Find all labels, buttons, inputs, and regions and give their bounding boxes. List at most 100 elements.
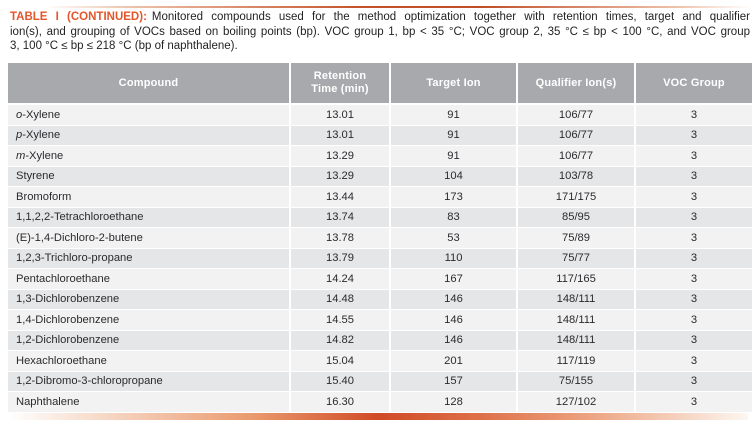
cell-voc-group: 3 (635, 125, 752, 146)
compound-name: Naphthalene (16, 395, 80, 408)
cell-qualifier-ions: 106/77 (517, 145, 636, 167)
cell-voc-group: 3 (635, 350, 752, 372)
table-row: 1,2-Dibromo-3-chloropropane 15.40 157 75… (8, 371, 752, 392)
cell-retention-time: 14.55 (290, 309, 391, 331)
compound-name: 1,3-Dichlorobenzene (16, 293, 120, 306)
cell-retention-time: 13.74 (290, 207, 391, 228)
cell-voc-group: 3 (635, 248, 752, 269)
cell-voc-group: 3 (635, 309, 752, 331)
cell-compound: 1,2-Dichlorobenzene (8, 330, 291, 351)
cell-retention-time: 13.29 (290, 166, 391, 187)
cell-compound: 1,3-Dichlorobenzene (8, 289, 291, 310)
cell-qualifier-ions: 148/111 (517, 289, 636, 310)
cell-compound: p-Xylene (8, 125, 291, 146)
table-row: 1,1,2,2-Tetrachloroethane 13.74 83 85/95… (8, 207, 752, 228)
cell-compound: m-Xylene (8, 145, 291, 167)
cell-voc-group: 3 (635, 289, 752, 310)
cell-voc-group: 3 (635, 268, 752, 290)
caption-line-1: TABLE I (CONTINUED): Monitored compounds … (10, 10, 750, 25)
cell-voc-group: 3 (635, 207, 752, 228)
cell-retention-time: 13.01 (290, 125, 391, 146)
table-row: 1,2,3-Trichloro-propane 13.79 110 75/77 … (8, 248, 752, 269)
table-row: m-Xylene 13.29 91 106/77 3 (8, 145, 752, 167)
cell-retention-time: 14.82 (290, 330, 391, 351)
cell-qualifier-ions: 75/77 (517, 248, 636, 269)
cell-qualifier-ions: 75/155 (517, 371, 636, 392)
compound-italic-prefix: m (16, 149, 26, 162)
cell-compound: (E)-1,4-Dichloro-2-butene (8, 227, 291, 249)
cell-voc-group: 3 (635, 330, 752, 351)
compound-name: 1,4-Dichlorobenzene (16, 313, 120, 326)
cell-retention-time: 14.48 (290, 289, 391, 310)
table-row: 1,4-Dichlorobenzene 14.55 146 148/111 3 (8, 309, 752, 331)
cell-qualifier-ions: 103/78 (517, 166, 636, 187)
cell-target-ion: 91 (390, 145, 518, 167)
cell-compound: 1,2,3-Trichloro-propane (8, 248, 291, 269)
cell-voc-group: 3 (635, 227, 752, 249)
compound-name: -Xylene (25, 149, 64, 162)
cell-retention-time: 13.79 (290, 248, 391, 269)
cell-retention-time: 16.30 (290, 391, 391, 413)
compound-name: -Xylene (22, 129, 61, 142)
compound-italic-prefix: o (16, 108, 23, 121)
column-header-retention-time: Retention Time (min) (290, 63, 391, 105)
cell-qualifier-ions: 148/111 (517, 309, 636, 331)
compound-name: 1,2-Dibromo-3-chloropropane (16, 375, 163, 388)
cell-target-ion: 128 (390, 391, 518, 413)
table-row: p-Xylene 13.01 91 106/77 3 (8, 125, 752, 146)
cell-retention-time: 14.24 (290, 268, 391, 290)
table-row: 1,3-Dichlorobenzene 14.48 146 148/111 3 (8, 289, 752, 310)
cell-compound: 1,4-Dichlorobenzene (8, 309, 291, 331)
cell-target-ion: 146 (390, 309, 518, 331)
caption-line-3: 3, 100 °C ≤ bp ≤ 218 °C (bp of naphthale… (10, 40, 238, 53)
cell-voc-group: 3 (635, 391, 752, 413)
compound-name: Bromoform (16, 190, 72, 203)
cell-retention-time: 13.01 (290, 104, 391, 126)
cell-compound: o-Xylene (8, 104, 291, 126)
cell-target-ion: 91 (390, 104, 518, 126)
cell-voc-group: 3 (635, 166, 752, 187)
compounds-table: Compound Retention Time (min) Target Ion… (8, 63, 752, 413)
compound-name: -Xylene (22, 108, 61, 121)
compound-name: 1,1,2,2-Tetrachloroethane (16, 211, 144, 224)
cell-voc-group: 3 (635, 371, 752, 392)
compound-name: 1,2,3-Trichloro-propane (16, 252, 133, 265)
table-header-row: Compound Retention Time (min) Target Ion… (8, 63, 752, 105)
cell-target-ion: 146 (390, 330, 518, 351)
cell-compound: Pentachloroethane (8, 268, 291, 290)
table-row: 1,2-Dichlorobenzene 14.82 146 148/111 3 (8, 330, 752, 351)
cell-retention-time: 13.29 (290, 145, 391, 167)
cell-voc-group: 3 (635, 186, 752, 208)
table-row: Hexachloroethane 15.04 201 117/119 3 (8, 350, 752, 372)
caption-text-1: Monitored compounds used for the method … (151, 11, 750, 23)
column-header-qualifier-ions: Qualifier Ion(s) (517, 63, 636, 105)
cell-compound: 1,1,2,2-Tetrachloroethane (8, 207, 291, 228)
table-row: Bromoform 13.44 173 171/175 3 (8, 186, 752, 208)
cell-target-ion: 104 (390, 166, 518, 187)
compound-name: (E)-1,4-Dichloro-2-butene (16, 231, 143, 244)
cell-compound: Bromoform (8, 186, 291, 208)
cell-qualifier-ions: 85/95 (517, 207, 636, 228)
cell-retention-time: 13.78 (290, 227, 391, 249)
cell-target-ion: 157 (390, 371, 518, 392)
cell-retention-time: 13.44 (290, 186, 391, 208)
cell-compound: Styrene (8, 166, 291, 187)
cell-voc-group: 3 (635, 104, 752, 126)
cell-retention-time: 15.40 (290, 371, 391, 392)
compound-italic-prefix: p (16, 129, 23, 142)
cell-target-ion: 201 (390, 350, 518, 372)
column-header-target-ion: Target Ion (390, 63, 518, 105)
cell-compound: Naphthalene (8, 391, 291, 413)
table-row: Naphthalene 16.30 128 127/102 3 (8, 391, 752, 413)
cell-target-ion: 146 (390, 289, 518, 310)
table-caption: TABLE I (CONTINUED): Monitored compounds … (10, 10, 750, 54)
cell-compound: 1,2-Dibromo-3-chloropropane (8, 371, 291, 392)
table-caption-label: TABLE I (CONTINUED): (10, 11, 147, 23)
cell-qualifier-ions: 106/77 (517, 104, 636, 126)
bottom-gradient-bar (8, 413, 748, 420)
compound-name: Hexachloroethane (16, 354, 107, 367)
cell-target-ion: 91 (390, 125, 518, 146)
table-row: o-Xylene 13.01 91 106/77 3 (8, 104, 752, 126)
cell-qualifier-ions: 171/175 (517, 186, 636, 208)
